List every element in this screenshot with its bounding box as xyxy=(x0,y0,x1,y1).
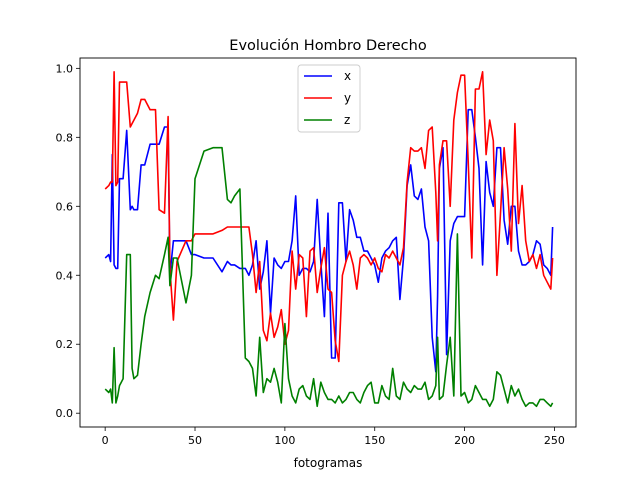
chart-title: Evolución Hombro Derecho xyxy=(229,38,427,54)
y-tick-label: 0.8 xyxy=(56,131,74,144)
legend-label-y: y xyxy=(344,91,351,105)
series-line-y xyxy=(104,71,554,363)
x-tick-label: 100 xyxy=(274,434,295,447)
x-axis: 0 50 100 150 200 250 xyxy=(102,427,565,447)
y-tick-label: 1.0 xyxy=(56,62,74,75)
y-tick-label: 0.0 xyxy=(56,407,74,420)
series-line-z xyxy=(104,146,554,408)
y-tick-label: 0.4 xyxy=(56,269,74,282)
x-tick-label: 250 xyxy=(544,434,565,447)
x-tick-label: 50 xyxy=(188,434,202,447)
legend: xyz xyxy=(297,64,361,133)
x-tick-label: 200 xyxy=(454,434,475,447)
x-tick-label: 150 xyxy=(364,434,385,447)
y-tick-label: 0.2 xyxy=(56,338,74,351)
y-axis: 0.0 0.2 0.4 0.6 0.8 1.0 xyxy=(56,62,80,420)
series-line-x xyxy=(104,108,554,373)
plot-frame xyxy=(79,57,577,428)
x-axis-label: fotogramas xyxy=(294,456,363,470)
series-layer xyxy=(104,71,554,408)
y-tick-label: 0.6 xyxy=(56,200,74,213)
x-tick-label: 0 xyxy=(102,434,109,447)
legend-label-x: x xyxy=(344,69,351,83)
legend-label-z: z xyxy=(344,113,350,127)
